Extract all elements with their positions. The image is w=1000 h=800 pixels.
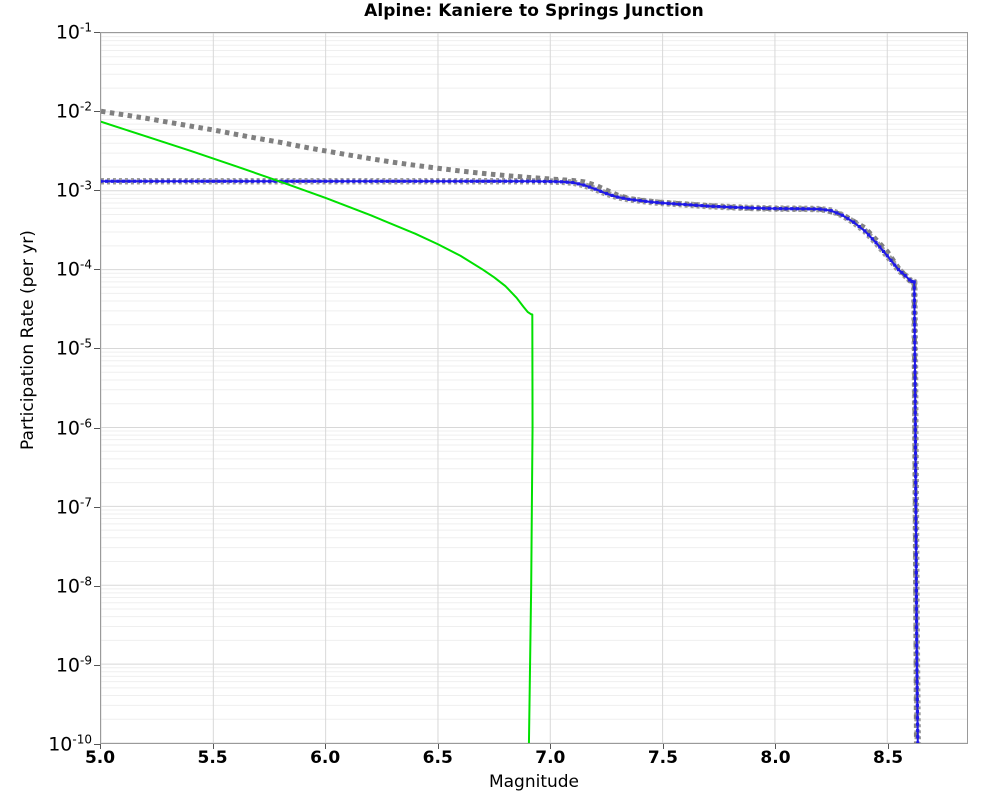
x-tick-mark	[212, 744, 214, 749]
y-tick-label: 10-5	[55, 336, 92, 361]
x-tick-mark	[888, 744, 890, 749]
x-tick-label: 5.5	[197, 748, 228, 768]
x-tick-mark	[775, 744, 777, 749]
y-tick-label: 10-9	[55, 653, 92, 677]
x-tick-mark	[325, 744, 327, 749]
y-tick-mark	[94, 348, 100, 350]
x-tick-label: 8.5	[873, 748, 904, 768]
y-tick-label: 10-10	[48, 732, 92, 756]
y-tick-mark	[94, 111, 100, 113]
series-gutenberg-richter-green	[101, 120, 534, 743]
y-tick-mark	[94, 585, 100, 587]
x-tick-label: 8.0	[760, 748, 791, 768]
y-tick-mark	[94, 427, 100, 429]
x-tick-mark	[437, 744, 439, 749]
y-tick-mark	[94, 744, 100, 745]
y-tick-mark	[94, 269, 100, 271]
series-total-rate-dotted	[101, 108, 919, 743]
x-tick-label: 5.0	[84, 748, 116, 768]
series-characteristic-blue	[101, 178, 922, 743]
y-tick-mark	[94, 190, 100, 192]
y-tick-label: 10-8	[55, 574, 92, 598]
plot-area	[100, 32, 968, 744]
y-tick-label: 10-3	[55, 178, 92, 202]
y-tick-mark	[94, 664, 100, 666]
y-tick-label: 10-2	[55, 99, 92, 123]
y-tick-label: 10-6	[55, 415, 92, 440]
y-tick-label: 10-4	[55, 257, 92, 281]
chart-title: Alpine: Kaniere to Springs Junction	[0, 1, 1000, 21]
x-tick-label: 6.5	[422, 748, 453, 768]
x-tick-mark	[100, 744, 101, 749]
x-tick-mark	[550, 744, 552, 749]
chart-title-text: Alpine: Kaniere to Springs Junction	[364, 1, 704, 21]
gridlines	[101, 33, 967, 743]
y-tick-mark	[94, 506, 100, 508]
y-tick-mark	[94, 32, 100, 33]
x-tick-label: 6.0	[310, 748, 341, 768]
x-axis-label: Magnitude	[488, 772, 580, 792]
y-tick-label: 10-1	[55, 20, 92, 44]
x-tick-label: 7.5	[647, 748, 678, 768]
x-tick-label: 7.0	[535, 748, 566, 768]
y-axis-label: Participation Rate (per yr)	[18, 230, 38, 450]
y-tick-label: 10-7	[55, 494, 92, 519]
data-series-layer	[101, 108, 922, 743]
x-tick-mark	[662, 744, 664, 749]
